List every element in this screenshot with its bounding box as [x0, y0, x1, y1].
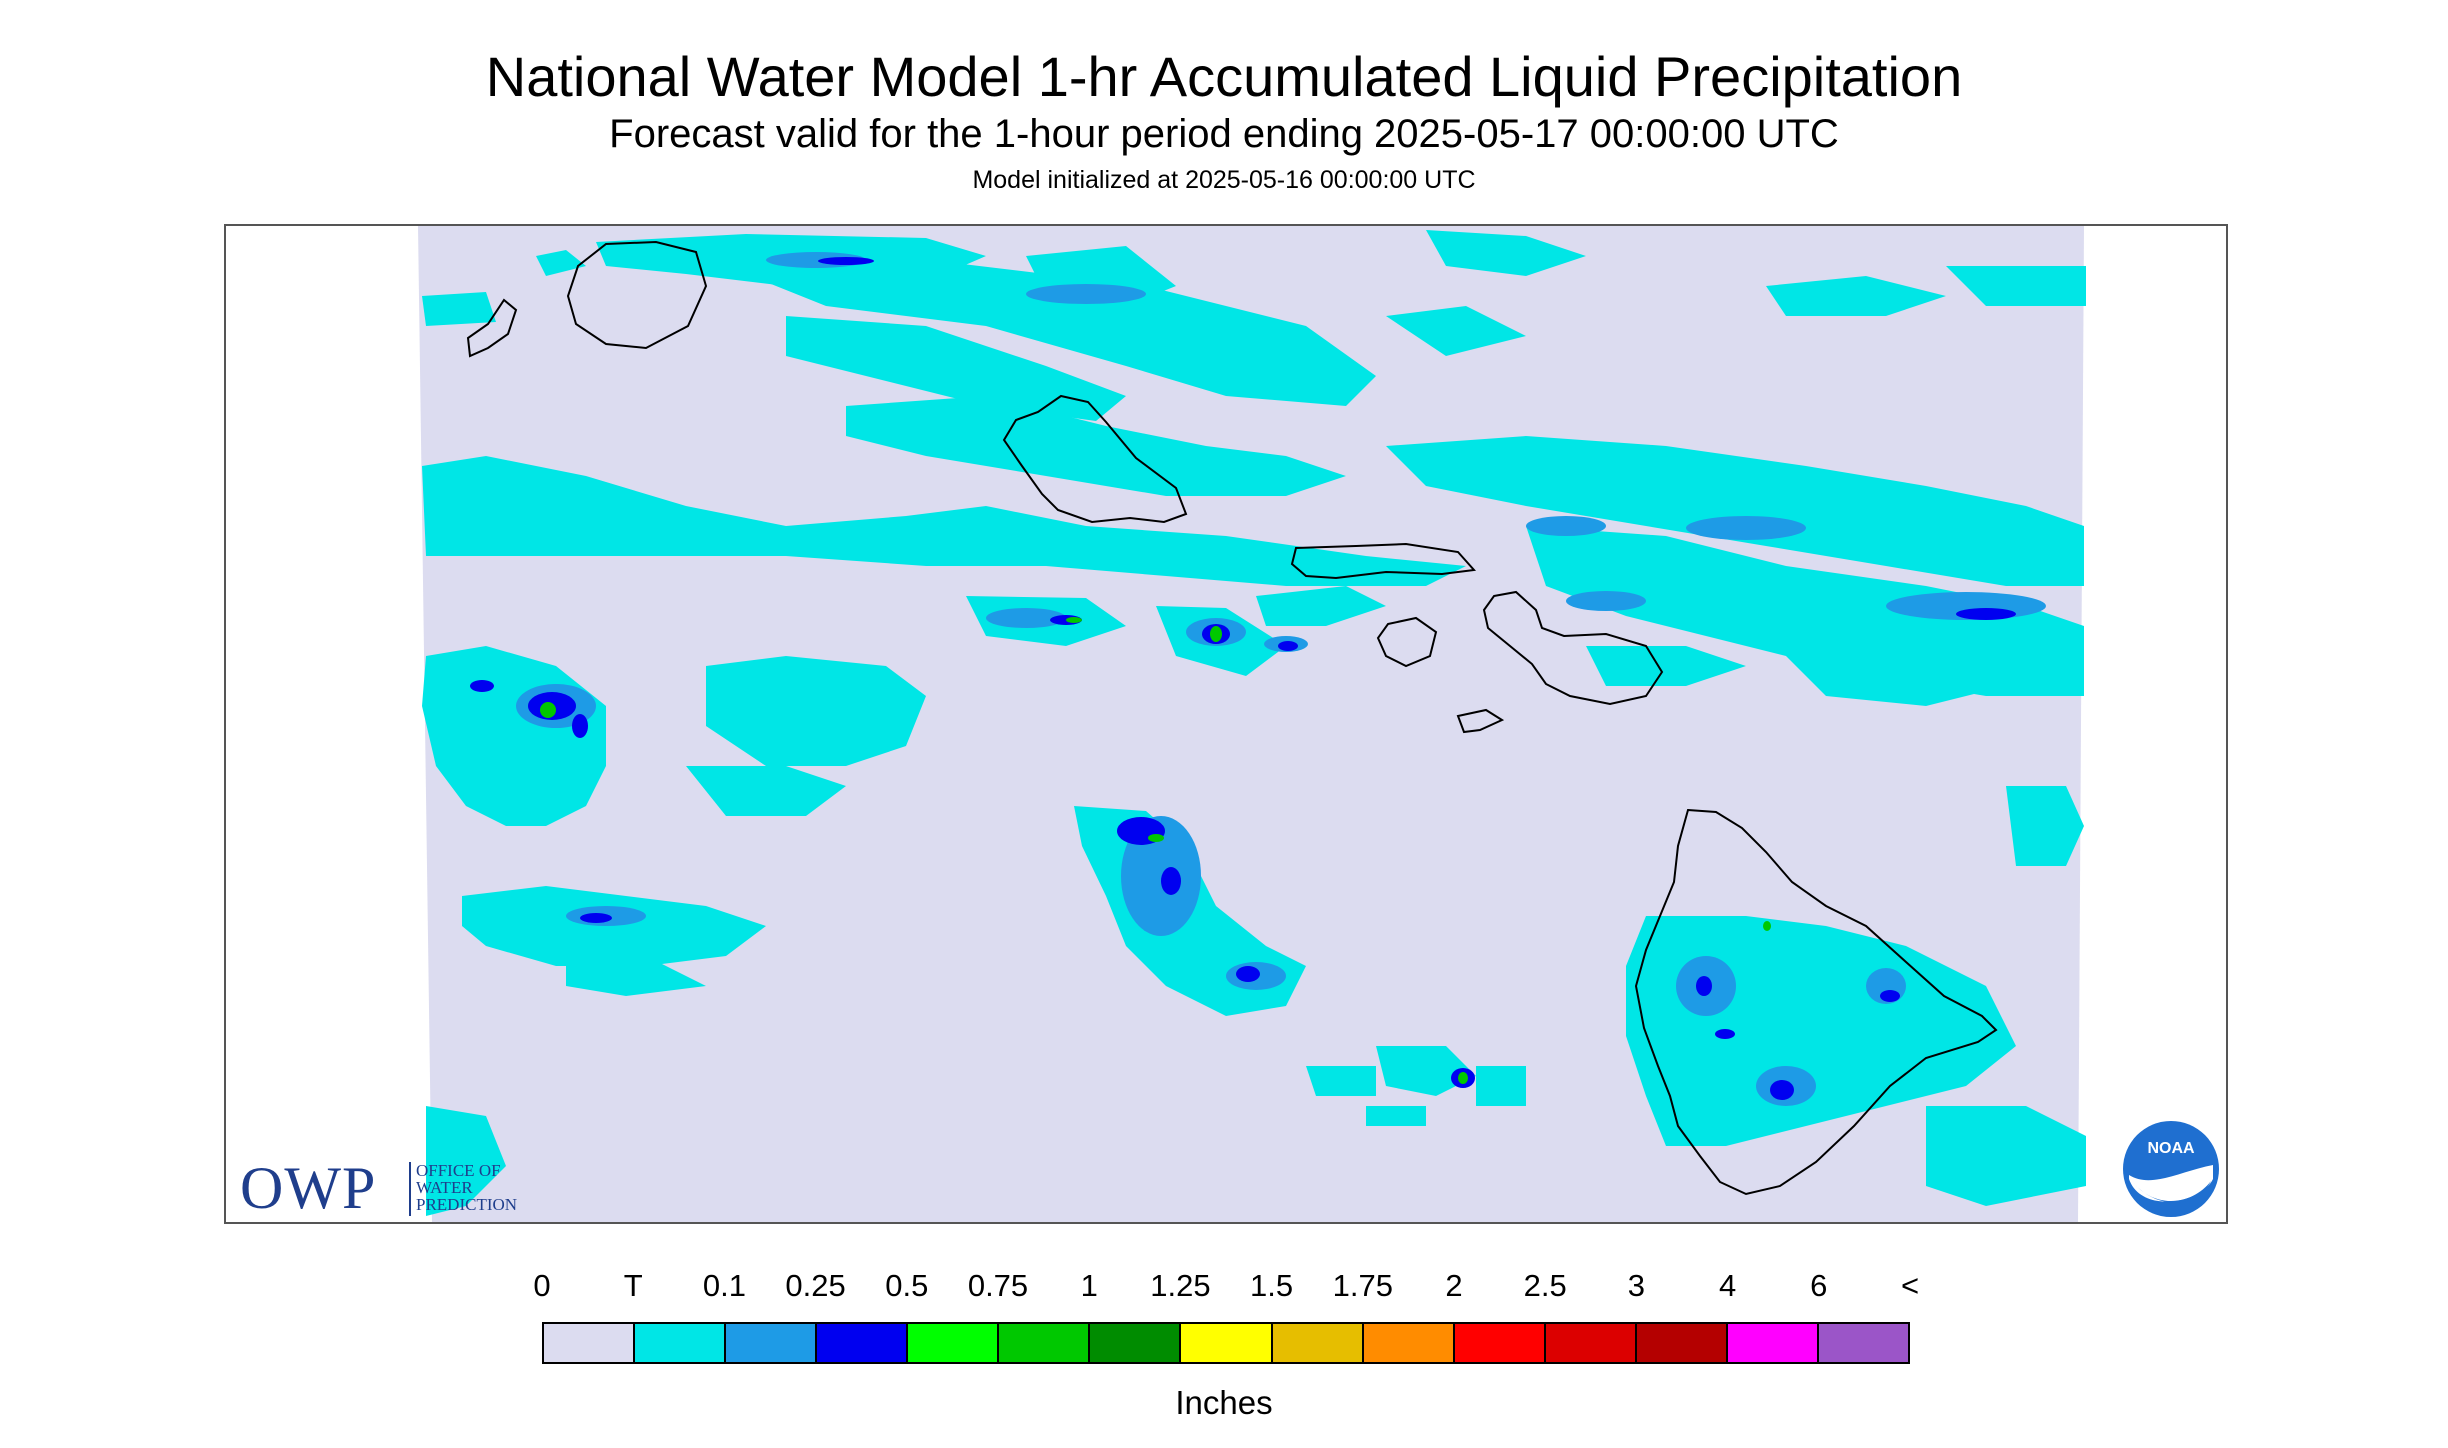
island-coastlines	[466, 240, 1998, 1196]
oahu-coastline	[1002, 394, 1188, 524]
owp-logo-divider	[409, 1162, 411, 1216]
legend-swatch	[635, 1324, 727, 1362]
legend-label: 6	[1810, 1268, 1828, 1303]
owp-logo-text: OWP	[240, 1155, 377, 1221]
color-legend: 0 T 0.1 0.25 0.5 0.75 1 1.25 1.5 1.75 2 2.5 3 4 6 <	[533, 1268, 1919, 1364]
legend-swatch	[1181, 1324, 1273, 1362]
lanai-coastline	[1376, 616, 1438, 668]
legend-label: 2.5	[1523, 1268, 1567, 1303]
chart-subtitle: Forecast valid for the 1-hour period end…	[609, 112, 1839, 156]
legend-label: 3	[1627, 1268, 1646, 1303]
legend-label: 0	[533, 1268, 551, 1303]
legend-label: 1	[1080, 1268, 1098, 1303]
legend-swatch	[1727, 1324, 1819, 1362]
owp-logo-line-2: WATER	[416, 1178, 473, 1197]
chart-title: National Water Model 1-hr Accumulated Li…	[485, 45, 1963, 108]
legend-swatch	[908, 1324, 1000, 1362]
legend-label: 4	[1718, 1268, 1737, 1303]
legend-label: 0.5	[885, 1268, 929, 1303]
legend-swatch	[1636, 1324, 1728, 1362]
legend-label: 0.1	[702, 1268, 746, 1303]
legend-swatch	[1090, 1324, 1182, 1362]
owp-logo: OWP OFFICE OF WATER PREDICTION	[240, 1158, 560, 1218]
legend-swatch	[999, 1324, 1091, 1362]
owp-logo-subtext: OFFICE OF WATER PREDICTION	[416, 1162, 556, 1213]
molokai-coastline	[1290, 542, 1477, 580]
model-init-label: Model initialized at 2025-05-16 00:00:00…	[972, 166, 1476, 194]
big-island-coastline	[1634, 808, 1998, 1196]
legend-swatch	[1454, 1324, 1546, 1362]
precipitation-map: OWP OFFICE OF WATER PREDICTION NOAA	[224, 224, 2228, 1224]
owp-logo-line-3: PREDICTION	[416, 1195, 518, 1214]
legend-label: 0.75	[967, 1268, 1029, 1303]
legend-swatch	[726, 1324, 818, 1362]
legend-color-bar	[542, 1322, 1910, 1364]
legend-units: Inches	[1175, 1384, 1273, 1421]
legend-label: 1.5	[1250, 1268, 1294, 1303]
noaa-logo-text: NOAA	[2147, 1140, 2195, 1157]
noaa-logo: NOAA	[2123, 1121, 2219, 1217]
legend-label: 2	[1445, 1268, 1463, 1303]
legend-swatch	[1545, 1324, 1637, 1362]
legend-swatch	[1272, 1324, 1364, 1362]
legend-label: 0.25	[785, 1268, 846, 1303]
legend-swatch	[544, 1324, 636, 1362]
legend-label: 1.25	[1150, 1268, 1211, 1303]
legend-label: T	[623, 1268, 643, 1303]
legend-swatch	[1363, 1324, 1455, 1362]
kahoolawe-coastline	[1456, 708, 1505, 734]
kauai-coastline	[566, 240, 708, 350]
legend-labels: 0 T 0.1 0.25 0.5 0.75 1 1.25 1.5 1.75 2 2.5 3 4 6 <	[533, 1268, 1919, 1312]
niihau-coastline	[466, 298, 518, 358]
legend-swatch	[1818, 1324, 1908, 1362]
heavy-precip-areas	[540, 617, 1771, 1084]
legend-label: 1.75	[1332, 1268, 1393, 1303]
legend-label: <	[1900, 1268, 1920, 1303]
maui-coastline	[1482, 590, 1664, 706]
legend-swatch	[817, 1324, 909, 1362]
owp-logo-line-1: OFFICE OF	[416, 1161, 501, 1180]
map-canvas	[418, 226, 2086, 1222]
